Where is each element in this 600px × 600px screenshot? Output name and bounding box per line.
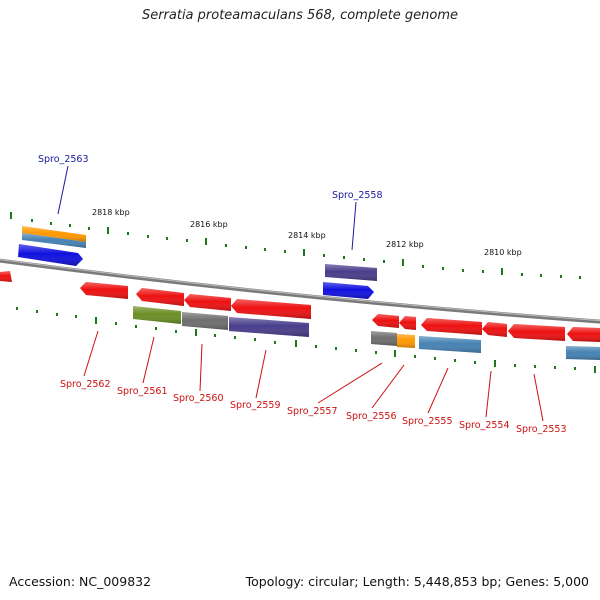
gene-track-top-left: [18, 226, 86, 266]
gene-label-bottom[interactable]: Spro_2553: [516, 424, 567, 435]
gene-label-bottom[interactable]: Spro_2557: [287, 406, 338, 417]
gene-track-red-row: [80, 282, 600, 342]
scale-label: 2816 kbp: [190, 220, 228, 229]
scale-label: 2812 kbp: [386, 240, 424, 249]
bottom-label-leaders: [83, 330, 544, 422]
scale-ticks-bottom: [16, 307, 596, 373]
label-leader: [351, 201, 357, 251]
gene-track-lower-row: [133, 306, 600, 360]
topology-summary: Topology: circular; Length: 5,448,853 bp…: [245, 574, 589, 589]
scale-label: 2810 kbp: [484, 248, 522, 257]
scale-label: 2818 kbp: [92, 208, 130, 217]
gene-label-bottom[interactable]: Spro_2562: [60, 379, 111, 390]
gene-label-top[interactable]: Spro_2563: [38, 154, 89, 165]
scale-label: 2814 kbp: [288, 231, 326, 240]
gene-label-bottom[interactable]: Spro_2559: [230, 400, 281, 411]
gene-label-bottom[interactable]: Spro_2554: [459, 420, 510, 431]
gene-label-bottom[interactable]: Spro_2556: [346, 411, 397, 422]
genome-title: Serratia proteamaculans 568, complete ge…: [141, 8, 459, 23]
gene-label-top[interactable]: Spro_2558: [332, 190, 383, 201]
accession-text: Accession: NC_009832: [9, 574, 152, 589]
scale-ticks-top: [10, 212, 581, 279]
genome-backbone: [0, 258, 600, 324]
genome-backbone-highlight: [0, 259, 600, 322]
gene-label-bottom[interactable]: Spro_2555: [402, 416, 453, 427]
gene-label-bottom[interactable]: Spro_2560: [173, 393, 224, 404]
gene-label-bottom[interactable]: Spro_2561: [117, 386, 168, 397]
label-leader: [57, 165, 69, 215]
gene-track-top-middle: [323, 264, 377, 299]
